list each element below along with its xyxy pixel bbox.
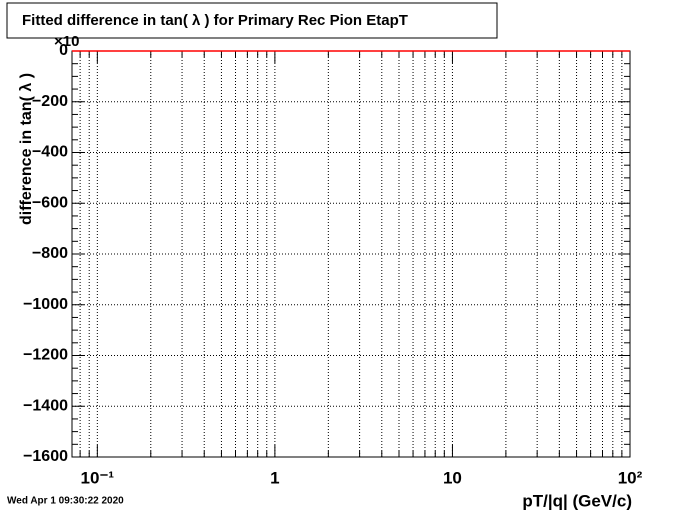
chart-title: Fitted difference in tan( λ ) for Primar…: [22, 12, 408, 29]
y-tick-label: −600: [32, 194, 68, 211]
y-tick-label: −200: [32, 93, 68, 110]
x-axis-label: pT/|q| (GeV/c): [522, 491, 632, 510]
y-tick-label: −1000: [23, 296, 68, 313]
y-tick-label: −1200: [23, 347, 68, 364]
y-tick-label: −1400: [23, 397, 68, 414]
title-box: [6, 2, 498, 39]
x-tick-label: 1: [270, 468, 279, 487]
y-axis-label: difference in tan( λ ): [18, 73, 35, 225]
y-tick-label: −1600: [23, 448, 68, 465]
y-tick-label: 0: [59, 42, 68, 59]
x-tick-label: 10⁻¹: [81, 468, 115, 487]
y-tick-label: −800: [32, 245, 68, 262]
timestamp: Wed Apr 1 09:30:22 2020: [7, 496, 124, 507]
y-multiplier: ×10: [54, 33, 79, 50]
x-tick-label: 10: [443, 468, 462, 487]
x-tick-label: 10²: [618, 468, 643, 487]
y-tick-label: −400: [32, 144, 68, 161]
